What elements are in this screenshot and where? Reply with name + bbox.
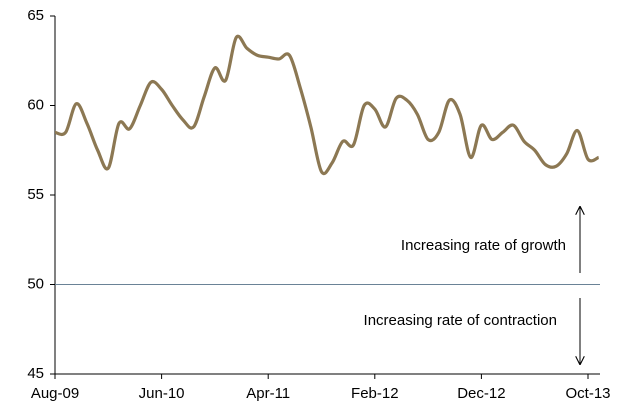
x-tick-label: Jun-10 [139,385,185,402]
x-tick-label: Dec-12 [457,385,505,402]
y-tick-label: 60 [27,96,44,113]
annotation: Increasing rate of growth [401,237,566,254]
x-tick-label: Aug-09 [31,385,79,402]
annotation: Increasing rate of contraction [364,312,557,329]
y-tick-label: 45 [27,365,44,382]
y-tick-label: 55 [27,186,44,203]
data-line [54,34,600,176]
x-tick-label: Oct-13 [565,385,610,402]
y-tick-label: 65 [27,7,44,24]
x-tick-label: Feb-12 [351,385,399,402]
y-tick-label: 50 [27,275,44,292]
x-tick-label: Apr-11 [246,385,290,402]
